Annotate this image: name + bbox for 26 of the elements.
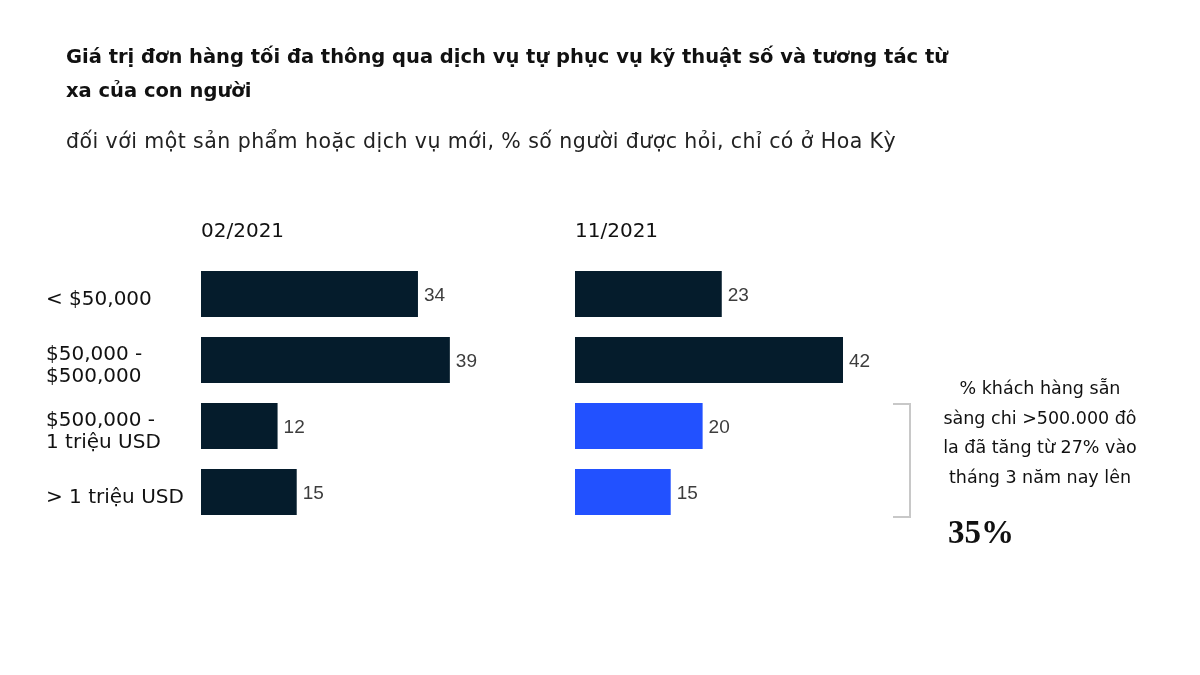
data-label: 15 (676, 481, 698, 503)
text: Giá trị đơn hàng tối đa thông qua dịch vụ tự phục vụ kỹ thuật số và tương tác từ xa của con người (66, 45, 950, 102)
bar (575, 469, 671, 515)
data-label: 23 (727, 283, 749, 305)
text: 35% (948, 514, 1014, 550)
chart-title: 02/2021 (201, 218, 285, 242)
chart-title: 11/2021 (575, 218, 659, 242)
data-label: 42 (849, 349, 871, 371)
bar (575, 403, 703, 449)
y-tick-label: $50,000 - $500,000 (46, 341, 143, 387)
bar (201, 271, 418, 317)
bar (201, 403, 278, 449)
data-label: 34 (423, 283, 446, 305)
text: % khách hàng sẵn sàng chi >500.000 đô la đã tăng từ 27% vào tháng 3 năm nay lên (943, 378, 1137, 487)
y-tick-label: < $50,000 (46, 286, 152, 310)
data-label: 12 (283, 415, 305, 437)
bar (201, 469, 297, 515)
data-label: 15 (302, 481, 324, 503)
bar (201, 337, 450, 383)
bar (575, 271, 722, 317)
y-tick-label: $500,000 - 1 triệu USD (46, 407, 161, 453)
data-label: 39 (455, 349, 477, 371)
data-label: 20 (708, 415, 730, 437)
y-tick-label: > 1 triệu USD (46, 484, 184, 508)
text: đối với một sản phẩm hoặc dịch vụ mới, % số người được hỏi, chỉ có ở Hoa Kỳ (66, 129, 897, 153)
bar (575, 337, 843, 383)
